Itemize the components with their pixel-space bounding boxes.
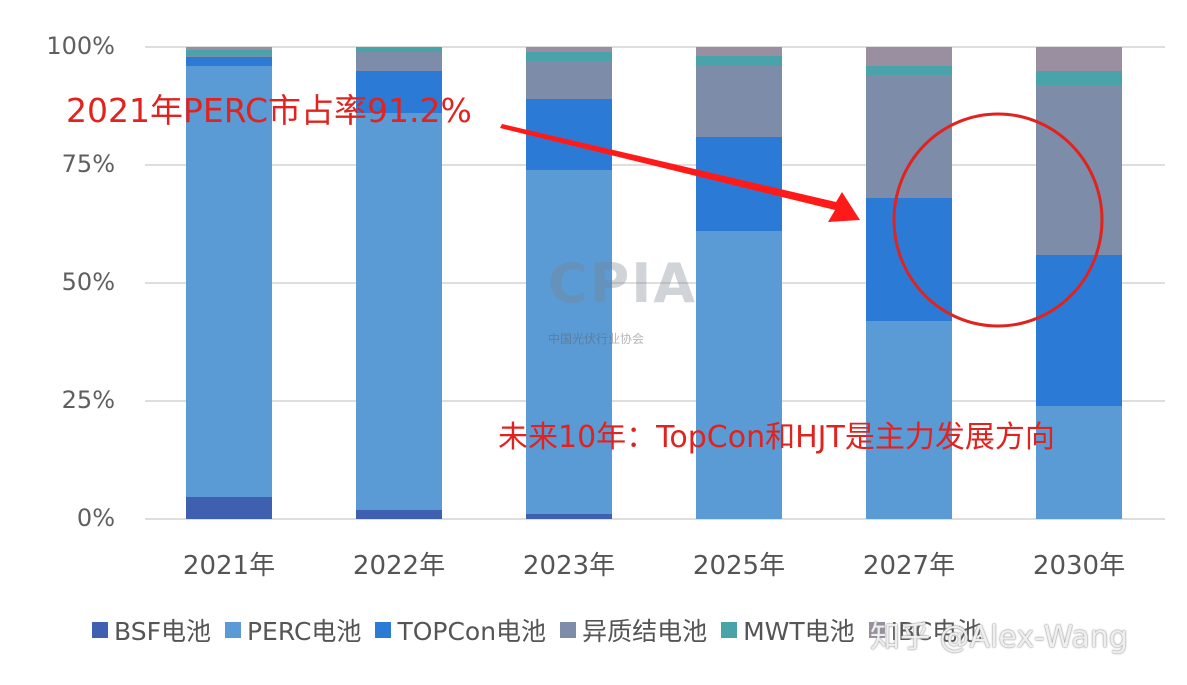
x-tick-label: 2030年	[1032, 551, 1126, 581]
bar-2025年	[696, 47, 782, 519]
bar-2021年	[186, 47, 272, 519]
annotation-perc-share: 2021年PERC市占率91.2%	[66, 91, 472, 130]
bar-segment	[866, 47, 952, 66]
legend-swatch-icon	[721, 622, 738, 638]
bar-segment	[866, 65, 952, 76]
cpia-logo-watermark: CPIA	[548, 252, 698, 315]
red-circle-highlight	[892, 112, 1104, 328]
bar-segment	[186, 66, 272, 497]
bar-segment	[1036, 405, 1122, 519]
bar-segment	[1036, 70, 1122, 85]
legend-item: BSF电池	[92, 612, 211, 648]
bar-segment	[526, 47, 612, 52]
bar-2030年	[1036, 47, 1122, 519]
bar-segment	[356, 51, 442, 71]
legend-item: 异质结电池	[560, 612, 707, 648]
bar-segment	[356, 47, 442, 52]
y-tick-label: 0%	[76, 504, 115, 532]
legend-swatch-icon	[868, 622, 885, 638]
gridline	[145, 400, 1165, 402]
y-tick-label: 50%	[61, 268, 115, 296]
legend-label: IBC电池	[890, 617, 983, 646]
bar-segment	[356, 509, 442, 519]
bar-2023年	[526, 47, 612, 519]
zhihu-credit-watermark: 知乎 @Alex-Wang	[870, 620, 1128, 655]
x-tick-label: 2027年	[862, 551, 956, 581]
bar-segment	[696, 56, 782, 66]
legend: BSF电池 PERC电池 TOPCon电池 异质结电池 MWT电池 IBC电池	[92, 612, 982, 648]
legend-label: BSF电池	[114, 617, 211, 646]
legend-label: MWT电池	[743, 617, 855, 646]
legend-label: 异质结电池	[582, 617, 708, 646]
y-tick-label: 75%	[61, 150, 115, 178]
red-arrow-icon	[500, 124, 860, 222]
cpia-subtitle-watermark: 中国光伏行业协会	[548, 332, 645, 346]
bar-segment	[866, 320, 952, 519]
bar-segment	[526, 51, 612, 62]
legend-swatch-icon	[224, 622, 241, 638]
bar-segment	[186, 56, 272, 67]
bar-segment	[186, 49, 272, 55]
gridline	[145, 282, 1165, 284]
bar-segment	[356, 70, 442, 114]
legend-swatch-icon	[92, 622, 108, 638]
legend-swatch-icon	[560, 622, 577, 638]
bar-segment	[866, 198, 952, 321]
x-tick-label: 2025年	[692, 551, 786, 581]
bar-segment	[1036, 47, 1122, 71]
legend-swatch-icon	[375, 622, 392, 638]
bar-segment	[526, 514, 612, 519]
legend-item: PERC电池	[224, 612, 362, 648]
gridline	[145, 46, 1165, 48]
bar-segment	[186, 496, 272, 519]
x-tick-label: 2021年	[182, 551, 276, 581]
legend-item: TOPCon电池	[375, 612, 546, 648]
gridline	[145, 518, 1165, 520]
y-tick-label: 25%	[61, 386, 115, 414]
x-tick-label: 2022年	[352, 551, 446, 581]
bar-segment	[696, 231, 782, 519]
bar-2027年	[866, 47, 952, 519]
bar-2022年	[356, 47, 442, 519]
legend-label: PERC电池	[246, 617, 362, 646]
bar-segment	[1036, 84, 1122, 255]
y-tick-label: 100%	[46, 32, 115, 60]
bar-segment	[696, 65, 782, 137]
annotation-future-direction: 未来10年：TopCon和HJT是主力发展方向	[498, 420, 1055, 455]
bar-segment	[696, 47, 782, 57]
x-tick-label: 2023年	[522, 551, 616, 581]
bar-segment	[186, 54, 272, 57]
legend-item: MWT电池	[721, 612, 855, 648]
legend-label: TOPCon电池	[397, 617, 547, 646]
bar-segment	[526, 169, 612, 515]
legend-item: IBC电池	[868, 612, 983, 648]
bar-segment	[356, 113, 442, 510]
bar-segment	[866, 75, 952, 199]
bar-segment	[1036, 254, 1122, 406]
bar-segment	[526, 61, 612, 99]
bar-segment	[186, 47, 272, 50]
